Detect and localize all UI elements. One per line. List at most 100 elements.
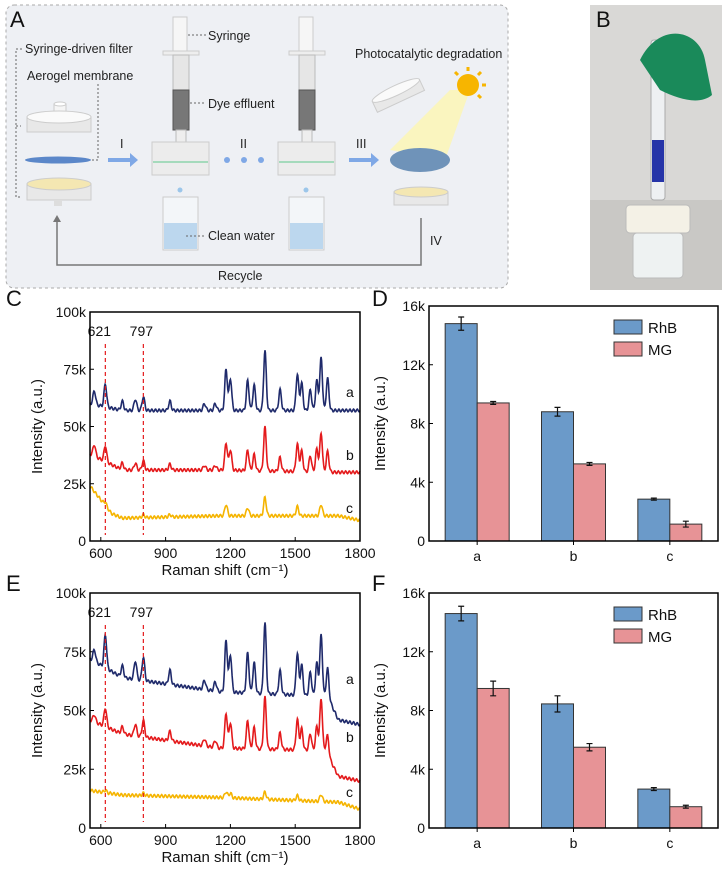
error-bar	[458, 605, 465, 622]
y-tick-label: 8k	[410, 416, 426, 432]
bar-RhB-a	[444, 613, 478, 829]
error-bar	[682, 804, 689, 809]
y-tick-label: 16k	[402, 298, 426, 314]
spectrum-line-a	[89, 350, 361, 413]
y-tick-label: 50k	[63, 703, 87, 719]
x-tick-label: 600	[89, 545, 113, 561]
y-tick-label: 0	[78, 533, 86, 549]
y-tick-label: 16k	[402, 585, 426, 601]
plot-frame	[89, 592, 361, 829]
step-2-label: II	[240, 137, 247, 151]
error-bar	[682, 520, 689, 528]
x-tick-label: 600	[89, 832, 113, 848]
filter-cap-icon	[26, 101, 92, 133]
syringe-filter-icon	[151, 16, 210, 251]
legend-label: RhB	[648, 607, 677, 624]
error-bar	[650, 787, 657, 792]
error-bar	[650, 497, 657, 501]
y-axis-label: Intensity (a.u.)	[29, 663, 46, 758]
legend-label: RhB	[648, 320, 677, 337]
x-tick-label: c	[666, 835, 673, 851]
filter-base-icon	[393, 186, 449, 206]
series-label: c	[346, 500, 353, 516]
arrow-step-3-icon	[349, 153, 379, 167]
error-bar	[586, 461, 593, 466]
legend-label: MG	[648, 629, 672, 646]
y-tick-label: 100k	[56, 585, 87, 601]
plot-frame	[428, 592, 719, 829]
label-recycle: Recycle	[218, 269, 263, 283]
used-membrane-icon	[390, 148, 450, 172]
spectrum-line-a	[89, 622, 361, 727]
bar-RhB-c	[637, 788, 671, 829]
x-tick-label: 1200	[215, 832, 246, 848]
bar-RhB-a	[444, 323, 478, 542]
y-tick-label: 4k	[410, 474, 426, 490]
dye-in-syringe	[652, 140, 664, 182]
plot-frame	[89, 311, 361, 542]
panel-b-photo: B	[590, 5, 722, 290]
y-tick-label: 100k	[56, 304, 87, 320]
y-tick-label: 0	[417, 533, 425, 549]
vial-photo	[632, 232, 684, 279]
label-photocatalytic-degradation: Photocatalytic degradation	[355, 47, 502, 61]
bar-MG-a	[476, 687, 510, 829]
bar-MG-b	[573, 746, 606, 829]
error-bar	[490, 400, 497, 406]
y-tick-label: 25k	[63, 761, 87, 777]
legend-swatch-RhB	[613, 319, 643, 335]
x-tick-label: 900	[154, 545, 178, 561]
legend-swatch-MG	[613, 341, 643, 357]
bar-MG-a	[476, 402, 510, 542]
y-tick-label: 25k	[63, 476, 87, 492]
x-tick-label: 1800	[344, 832, 375, 848]
sun-icon	[390, 67, 486, 160]
x-tick-label: 900	[154, 832, 178, 848]
arrow-step-1-icon	[108, 153, 138, 167]
y-tick-label: 75k	[63, 644, 87, 660]
series-label: a	[346, 384, 354, 400]
bar-RhB-c	[637, 498, 671, 542]
green-glove	[640, 33, 712, 101]
marker-label: 621	[88, 604, 112, 620]
syringe-filter-icon	[277, 16, 336, 251]
step-4-label: IV	[430, 234, 442, 248]
bar-RhB-b	[541, 411, 574, 542]
y-tick-label: 4k	[410, 761, 426, 777]
marker-label: 797	[130, 323, 154, 339]
panel-label-f: F	[372, 571, 385, 596]
y-tick-label: 12k	[402, 357, 426, 373]
x-tick-label: a	[473, 548, 481, 564]
step-1-label: I	[120, 137, 123, 151]
label-syringe: Syringe	[208, 29, 250, 43]
error-bar	[586, 742, 593, 752]
panel-label-b: B	[596, 7, 611, 32]
series-label: c	[346, 784, 353, 800]
y-axis-label: Intensity (a.u.)	[372, 663, 389, 758]
series-label: b	[346, 447, 354, 463]
spectrum-line-c	[89, 788, 361, 811]
y-axis-label: Intensity (a.u.)	[372, 376, 389, 471]
y-tick-label: 8k	[410, 703, 426, 719]
series-label: a	[346, 671, 354, 687]
x-tick-label: b	[570, 548, 578, 564]
label-clean-water: Clean water	[208, 229, 275, 243]
step-3-label: III	[356, 137, 366, 151]
error-bar	[554, 695, 561, 713]
marker-label: 621	[88, 323, 112, 339]
chart-f: 0 4k 8k 12k 16k Intensity (a.u.) a b c RhB MG	[372, 585, 719, 851]
y-tick-label: 12k	[402, 644, 426, 660]
x-tick-label: a	[473, 835, 481, 851]
spectrum-line-b	[89, 695, 361, 784]
series-label: b	[346, 729, 354, 745]
y-tick-label: 0	[78, 820, 86, 836]
y-axis-label: Intensity (a.u.)	[29, 379, 46, 474]
chart-d: 0 4k 8k 12k 16k Intensity (a.u.) a b c RhB MG	[372, 298, 719, 564]
legend-swatch-MG	[613, 628, 643, 644]
x-tick-label: c	[666, 548, 673, 564]
aerogel-membrane-icon	[25, 156, 91, 164]
label-dye-effluent: Dye effluent	[208, 97, 275, 111]
bar-MG-c	[669, 806, 703, 829]
error-bar	[458, 316, 465, 331]
